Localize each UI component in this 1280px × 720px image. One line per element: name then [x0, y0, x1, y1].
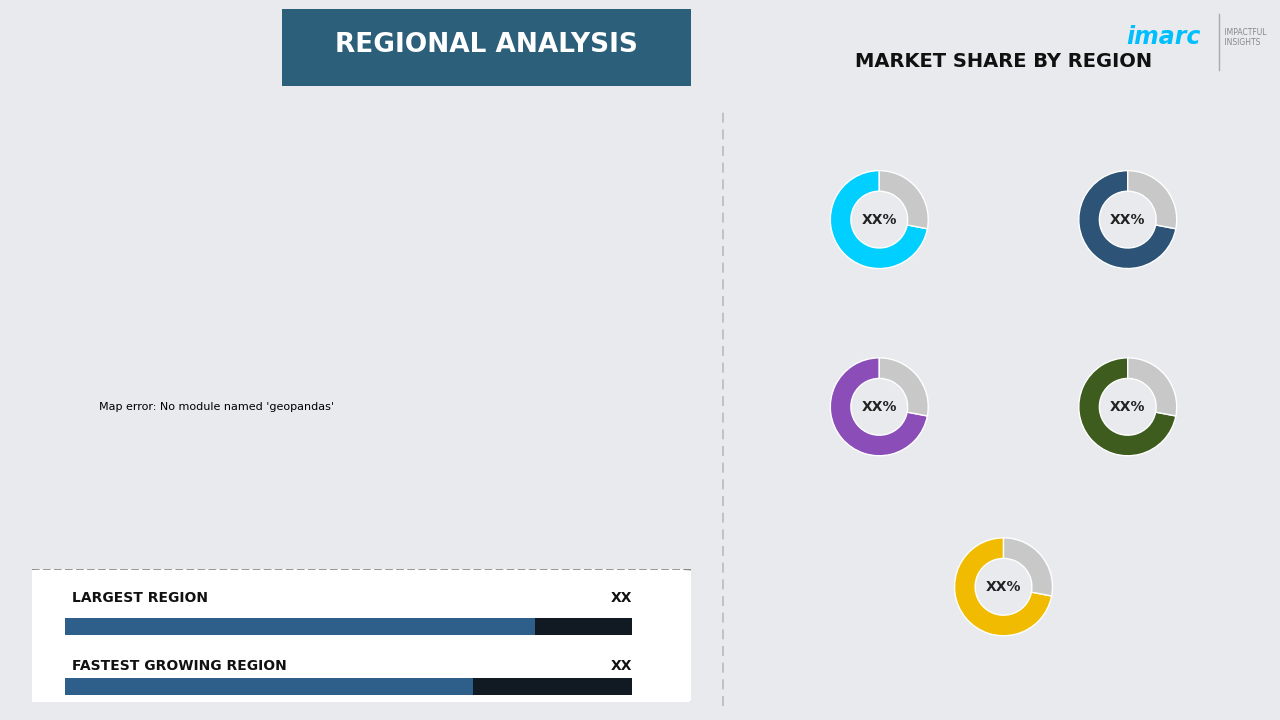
Wedge shape — [1079, 358, 1176, 456]
Text: imarc: imarc — [1126, 25, 1201, 50]
Wedge shape — [831, 358, 928, 456]
Text: IMPACTFUL
 INSIGHTS: IMPACTFUL INSIGHTS — [1222, 28, 1267, 47]
Wedge shape — [879, 171, 928, 229]
Wedge shape — [879, 358, 928, 416]
Text: XX%: XX% — [1110, 212, 1146, 227]
Text: Map error: No module named 'geopandas': Map error: No module named 'geopandas' — [100, 402, 334, 412]
Wedge shape — [1128, 358, 1176, 416]
Wedge shape — [955, 538, 1052, 636]
Wedge shape — [1079, 171, 1176, 269]
Text: XX%: XX% — [861, 212, 897, 227]
FancyBboxPatch shape — [282, 9, 691, 86]
Wedge shape — [831, 171, 928, 269]
Text: XX%: XX% — [1110, 400, 1146, 414]
Text: XX: XX — [611, 659, 632, 673]
Text: REGIONAL ANALYSIS: REGIONAL ANALYSIS — [335, 32, 637, 58]
Wedge shape — [1128, 171, 1176, 229]
Text: XX%: XX% — [861, 400, 897, 414]
Text: XX%: XX% — [986, 580, 1021, 594]
Text: MARKET SHARE BY REGION: MARKET SHARE BY REGION — [855, 52, 1152, 71]
Text: FASTEST GROWING REGION: FASTEST GROWING REGION — [72, 659, 287, 673]
FancyBboxPatch shape — [19, 569, 698, 703]
Text: LARGEST REGION: LARGEST REGION — [72, 591, 207, 605]
Text: XX: XX — [611, 591, 632, 605]
Wedge shape — [1004, 538, 1052, 596]
